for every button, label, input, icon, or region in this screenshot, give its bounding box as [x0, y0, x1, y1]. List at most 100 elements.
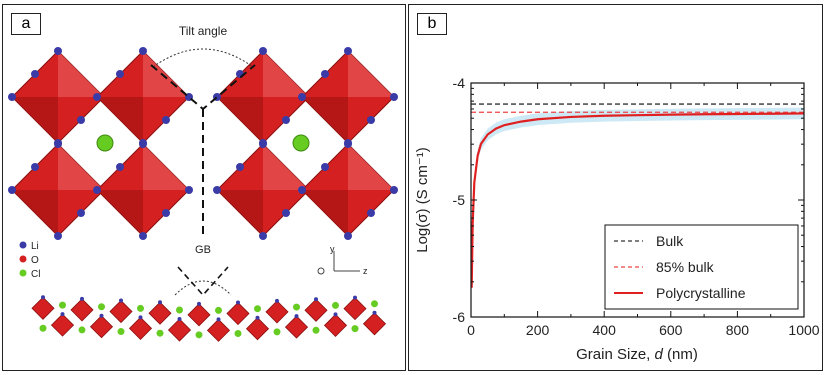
li-atom — [344, 140, 352, 148]
li-atom — [99, 313, 104, 318]
x-axis-title-unit: (nm) — [663, 346, 698, 363]
li-atom — [185, 186, 193, 194]
li-atom — [255, 315, 260, 320]
octahedron-face — [58, 144, 104, 190]
chain-octahedron — [148, 301, 172, 325]
cl-atom — [59, 301, 66, 309]
li-atom — [177, 317, 182, 322]
octahedron-face — [348, 144, 394, 190]
y-tick-label: -5 — [453, 192, 466, 208]
li-atom — [119, 298, 123, 303]
li-atom — [116, 70, 124, 78]
axis-z-label: z — [363, 266, 368, 276]
li-atom — [80, 296, 84, 301]
octahedron-face — [143, 144, 189, 190]
li-atom — [139, 140, 147, 148]
li-atom — [367, 209, 375, 217]
cl-atom — [371, 300, 378, 308]
li-atom — [139, 47, 147, 55]
axes-indicator: y z — [317, 244, 368, 276]
octahedron-face — [263, 51, 309, 97]
legend-cl: Cl — [31, 269, 40, 280]
li-atom — [259, 232, 267, 240]
cl-atom — [195, 331, 203, 339]
octahedron-face — [97, 190, 143, 236]
li-atom — [236, 300, 240, 305]
li-atom — [321, 163, 329, 171]
li-atom — [282, 209, 290, 217]
octahedron-face — [302, 97, 348, 143]
cl-atom — [234, 330, 242, 338]
x-tick-label: 600 — [659, 322, 683, 338]
cl-atom — [156, 329, 164, 337]
li-atom — [162, 209, 170, 217]
li-atom — [314, 297, 318, 302]
gb-label: GB — [195, 244, 211, 256]
x-axis-title-text: Grain Size, — [576, 346, 654, 363]
li-atom — [54, 232, 62, 240]
li-atom — [236, 163, 244, 171]
li-dot-icon — [19, 241, 27, 249]
legend-o: O — [31, 255, 39, 266]
li-atom — [8, 93, 16, 101]
octahedron-face — [58, 51, 104, 97]
cl-atom — [293, 303, 300, 311]
octahedron-face — [12, 97, 58, 143]
chain-octahedron — [362, 312, 387, 336]
li-atom — [54, 47, 62, 55]
cl-atom — [273, 328, 281, 336]
li-atom — [259, 47, 267, 55]
y-tick-label: -6 — [453, 309, 466, 325]
chart-legend: Bulk 85% bulk Polycrystalline — [604, 224, 799, 310]
chain-octahedron — [206, 318, 231, 342]
li-atom — [282, 116, 290, 124]
x-axis-title: Grain Size, d (nm) — [576, 346, 698, 363]
panel-b-tag: b — [417, 13, 447, 35]
li-atom — [116, 163, 124, 171]
chain-octahedron — [304, 298, 328, 322]
panel-b: 0 200 400 600 800 1000 -4 -5 -6 Bulk 85% bulk Poly… — [408, 4, 823, 371]
octahedron-face — [217, 97, 263, 143]
cl-atom — [254, 305, 261, 313]
x-tick-label: 1000 — [788, 322, 819, 338]
cl-atom — [96, 134, 114, 152]
tilt-angle-label: Tilt angle — [179, 24, 228, 38]
cl-atom — [332, 301, 339, 309]
li-atom — [162, 116, 170, 124]
legend-label: Polycrystalline — [656, 285, 746, 301]
cl-atom — [78, 326, 86, 334]
li-atom — [390, 186, 398, 194]
uncertainty-band — [471, 107, 804, 294]
gb-tilt-lines — [177, 266, 229, 297]
li-atom — [93, 186, 101, 194]
chain-octahedron — [70, 298, 94, 322]
li-atom — [77, 209, 85, 217]
li-atom — [259, 140, 267, 148]
octahedron-face — [348, 51, 394, 97]
x-tick-label: 400 — [593, 322, 617, 338]
cl-atom — [215, 306, 222, 314]
cl-atom — [176, 306, 183, 314]
chain-octahedron — [284, 315, 309, 339]
li-atom — [77, 116, 85, 124]
li-atom — [298, 93, 306, 101]
octahedron-face — [263, 144, 309, 190]
li-atom — [294, 314, 299, 319]
li-atom — [41, 295, 45, 300]
crystal-structure-illustration: Tilt angle GB Li O Cl y z — [8, 24, 398, 342]
chain-octahedron — [343, 297, 367, 321]
octahedron-face — [97, 97, 143, 143]
li-atom — [216, 317, 221, 322]
panel-a: Tilt angle GB Li O Cl y z a — [2, 4, 406, 371]
octahedron-face — [143, 51, 189, 97]
li-atom — [321, 70, 329, 78]
chain-octahedron — [128, 316, 153, 340]
li-atom — [93, 93, 101, 101]
legend-li: Li — [31, 241, 39, 252]
o-dot-icon — [19, 255, 27, 263]
cl-atom — [117, 328, 125, 336]
li-atom — [367, 116, 375, 124]
li-atom — [344, 232, 352, 240]
x-axis-title-symbol: d — [655, 346, 664, 363]
cl-atom — [39, 324, 47, 332]
